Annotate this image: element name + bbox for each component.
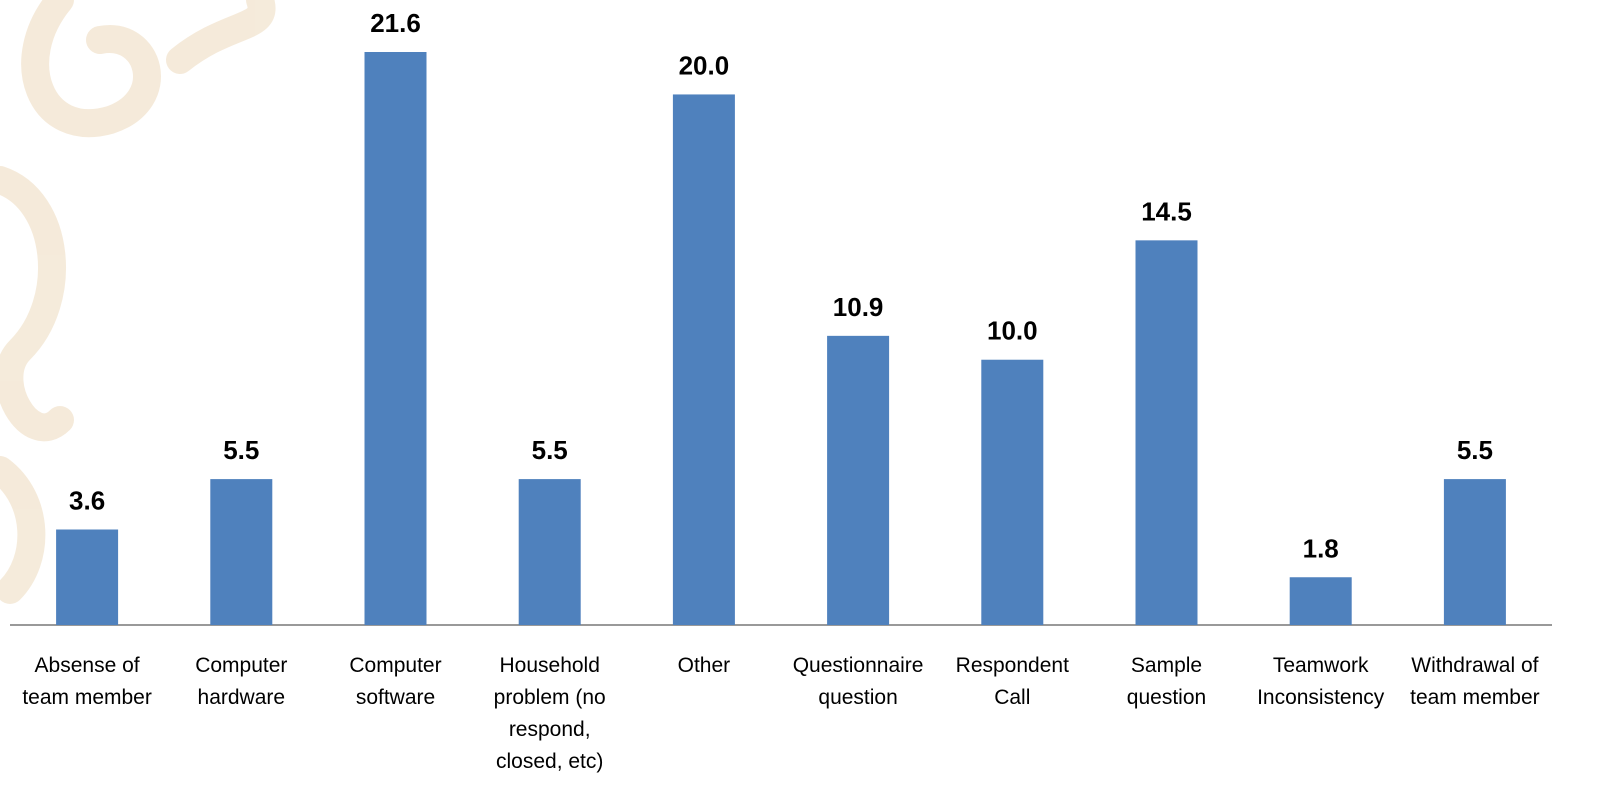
x-tick-label: Computer hardware [195, 654, 288, 709]
value-label: 5.5 [1457, 435, 1493, 465]
ornament-curl [0, 166, 74, 442]
bar [210, 479, 273, 625]
value-label: 21.6 [370, 8, 421, 38]
bar [364, 52, 427, 625]
x-tick-label: Other [677, 654, 731, 677]
x-tick-label: Computer software [349, 654, 442, 709]
ornament-curl [21, 0, 161, 138]
x-tick-label: Absense of team member [22, 654, 152, 709]
bar [672, 94, 735, 625]
bar [56, 529, 119, 625]
bar [1135, 240, 1198, 625]
bar [1443, 479, 1506, 625]
x-tick-label: Teamwork Inconsistency [1257, 654, 1385, 709]
x-tick-label: Questionnaire question [792, 654, 924, 709]
x-tick-label: Sample question [1126, 654, 1207, 709]
bar [1289, 577, 1352, 625]
ornament-curl [0, 456, 46, 604]
bar [518, 479, 581, 625]
value-label: 3.6 [69, 486, 105, 516]
x-tick-label: Household problem (no respond, closed, e… [493, 654, 606, 773]
x-tick-label: Respondent Call [955, 654, 1069, 709]
value-label: 5.5 [532, 435, 568, 465]
value-label: 10.9 [833, 292, 884, 322]
ornament-curl [166, 0, 276, 74]
value-label: 14.5 [1141, 196, 1192, 226]
bar [981, 359, 1044, 625]
value-label: 5.5 [223, 435, 259, 465]
value-label: 20.0 [679, 50, 730, 80]
value-label: 1.8 [1303, 533, 1339, 563]
bar [827, 335, 890, 625]
value-label: 10.0 [987, 316, 1038, 346]
x-tick-label: Withdrawal of team member [1410, 654, 1540, 709]
background-ornament [0, 0, 276, 604]
